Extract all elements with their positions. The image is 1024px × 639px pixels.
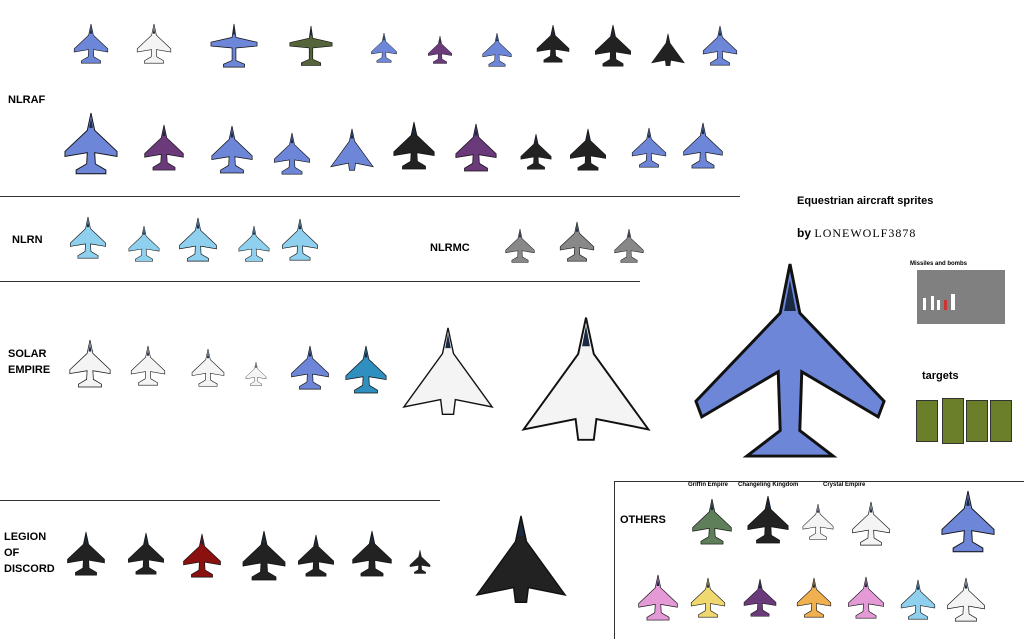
- aircraft-sprite: [702, 25, 738, 66]
- aircraft-sprite: [428, 35, 452, 64]
- section-label-solar-empire: SOLAR EMPIRE: [8, 348, 51, 376]
- missiles-panel: [917, 270, 1005, 324]
- missile-icon: [931, 296, 934, 310]
- aircraft-sprite: [520, 133, 552, 170]
- aircraft-sprite: [73, 23, 109, 64]
- aircraft-sprite: [393, 121, 435, 170]
- targets-label: targets: [922, 370, 959, 382]
- aircraft-sprite: [352, 530, 392, 577]
- aircraft-sprite: [274, 132, 310, 175]
- aircraft-sprite: [245, 361, 267, 386]
- author-name: LONEWOLF3878: [814, 226, 917, 240]
- section-label-nlraf: NLRAF: [8, 94, 46, 106]
- aircraft-sprite: [947, 577, 985, 622]
- aircraft-sprite: [482, 32, 512, 67]
- author-line: by LONEWOLF3878: [797, 226, 916, 241]
- divider-others-left: [614, 481, 615, 639]
- aircraft-sprite: [69, 339, 111, 388]
- aircraft-sprite: [505, 228, 535, 263]
- aircraft-sprite: [242, 530, 286, 581]
- aircraft-sprite: [298, 534, 334, 577]
- by-label: by: [797, 226, 812, 240]
- aircraft-sprite: [64, 112, 118, 175]
- aircraft-sprite: [211, 125, 253, 174]
- aircraft-sprite: [570, 128, 606, 171]
- aircraft-sprite: [796, 577, 832, 618]
- aircraft-sprite: [282, 218, 318, 261]
- divider-nlrn: [0, 281, 640, 282]
- target-tank: [990, 400, 1012, 442]
- aircraft-sprite: [136, 23, 172, 64]
- aircraft-sprite: [409, 549, 431, 574]
- aircraft-sprite: [900, 579, 936, 620]
- divider-others-top: [614, 481, 1024, 482]
- aircraft-sprite: [455, 123, 497, 172]
- target-tank: [916, 400, 938, 442]
- aircraft-sprite: [694, 263, 886, 458]
- aircraft-sprite: [692, 498, 732, 545]
- divider-nlraf: [0, 196, 740, 197]
- aircraft-sprite: [183, 533, 221, 578]
- section-label-nlrmc: NLRMC: [430, 242, 470, 254]
- aircraft-sprite: [191, 348, 225, 387]
- aircraft-sprite: [614, 228, 644, 263]
- section-label-nlrn: NLRN: [12, 234, 43, 246]
- aircraft-sprite: [631, 127, 667, 168]
- bomb-icon: [951, 294, 955, 310]
- aircraft-sprite: [128, 532, 164, 575]
- aircraft-sprite: [67, 531, 105, 576]
- target-tank: [966, 400, 988, 442]
- aircraft-sprite: [70, 216, 106, 259]
- aircraft-sprite: [743, 578, 777, 617]
- aircraft-sprite: [521, 317, 651, 441]
- divider-solar: [0, 500, 440, 501]
- aircraft-sprite: [638, 574, 678, 621]
- aircraft-sprite: [291, 345, 329, 390]
- missiles-label: Missiles and bombs: [910, 261, 968, 267]
- aircraft-sprite: [651, 33, 685, 66]
- faction-label-crystal: Crystal Empire: [823, 482, 866, 488]
- aircraft-sprite: [179, 217, 217, 262]
- aircraft-sprite: [595, 24, 631, 67]
- aircraft-sprite: [475, 515, 567, 604]
- missile-icon: [937, 300, 940, 310]
- aircraft-sprite: [345, 345, 387, 394]
- aircraft-sprite: [802, 503, 834, 540]
- aircraft-sprite: [852, 501, 890, 546]
- section-label-others: OTHERS: [620, 514, 666, 526]
- aircraft-sprite: [402, 327, 494, 416]
- aircraft-sprite: [690, 577, 726, 618]
- aircraft-sprite: [559, 221, 595, 262]
- aircraft-sprite: [130, 345, 166, 386]
- aircraft-sprite: [238, 225, 270, 262]
- aircraft-sprite: [848, 576, 884, 619]
- aircraft-sprite: [747, 495, 789, 544]
- aircraft-sprite: [144, 124, 184, 171]
- missile-icon: [923, 298, 926, 310]
- target-tank: [942, 398, 964, 444]
- aircraft-sprite: [683, 122, 723, 169]
- aircraft-sprite: [536, 24, 570, 63]
- aircraft-sprite: [289, 25, 333, 66]
- faction-label-griffin: Griffin Empire: [688, 482, 729, 488]
- aircraft-sprite: [371, 32, 397, 63]
- missile-icon: [944, 300, 947, 310]
- aircraft-sprite: [330, 128, 374, 171]
- aircraft-sprite: [128, 225, 160, 262]
- page-title: Equestrian aircraft sprites: [797, 195, 934, 207]
- aircraft-sprite: [941, 490, 995, 553]
- aircraft-sprite: [210, 23, 258, 68]
- section-label-legion-of-discord: LEGION OF DISCORD: [4, 531, 55, 575]
- faction-label-changeling: Changeling Kingdom: [738, 482, 799, 488]
